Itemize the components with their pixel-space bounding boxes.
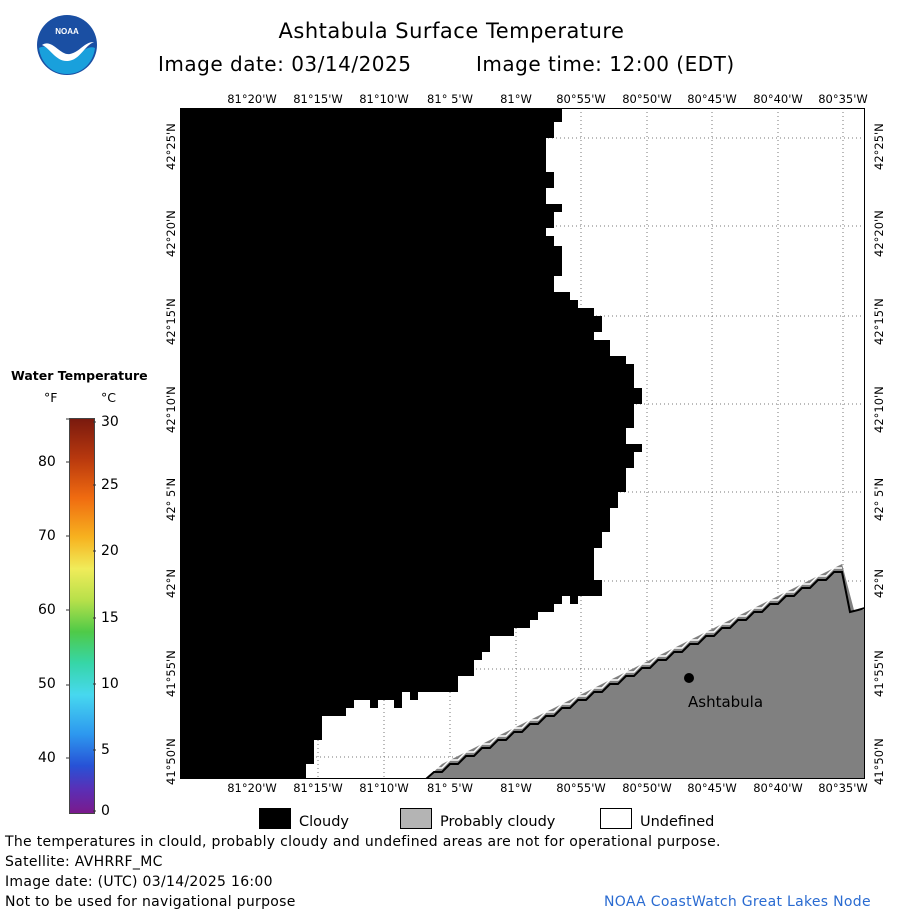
lon-label-bottom: 81° 5'W <box>427 781 473 795</box>
lon-label-bottom: 80°55'W <box>556 781 606 795</box>
c-tick: 10 <box>101 676 119 692</box>
lon-label-top: 80°40'W <box>753 92 803 106</box>
lon-label-top: 80°55'W <box>556 92 606 106</box>
lat-label-right: 42°10'N <box>872 386 886 433</box>
probably-cloudy-label: Probably cloudy <box>440 814 556 830</box>
coastline <box>425 571 865 779</box>
lon-label-bottom: 80°50'W <box>622 781 672 795</box>
image-time: Image time: 12:00 (EDT) <box>476 52 735 76</box>
lon-label-top: 80°35'W <box>818 92 868 106</box>
lon-label-top: 81°W <box>500 92 532 106</box>
footer-utc-date: Image date: (UTC) 03/14/2025 16:00 <box>5 874 273 890</box>
lat-label-right: 41°50'N <box>872 738 886 785</box>
lat-label-left: 42° 5'N <box>164 477 178 521</box>
lon-label-bottom: 81°10'W <box>359 781 409 795</box>
lat-label-left: 42°25'N <box>164 123 178 170</box>
lat-label-right: 42°15'N <box>872 298 886 345</box>
c-tick: 25 <box>101 477 119 493</box>
probably-cloudy-swatch <box>400 808 432 829</box>
undefined-label: Undefined <box>640 814 715 830</box>
colorbar-ticks <box>66 418 96 812</box>
lon-label-bottom: 80°35'W <box>818 781 868 795</box>
lon-label-bottom: 81°20'W <box>227 781 277 795</box>
legend-title: Water Temperature <box>11 368 148 383</box>
lat-label-right: 42° 5'N <box>872 477 886 521</box>
map-panel: Ashtabula <box>180 108 865 779</box>
lat-label-right: 41°55'N <box>872 650 886 697</box>
legend-unit-c: °C <box>101 390 116 405</box>
c-tick: 20 <box>101 543 119 559</box>
f-tick: 70 <box>38 528 56 544</box>
lon-label-top: 81°10'W <box>359 92 409 106</box>
footer-disclaimer: The temperatures in clould, probably clo… <box>5 834 721 850</box>
temperature-colorbar <box>69 418 95 814</box>
f-tick: 50 <box>38 676 56 692</box>
page-title: Ashtabula Surface Temperature <box>278 19 625 43</box>
c-tick: 15 <box>101 610 119 626</box>
cloudy-swatch <box>259 808 291 829</box>
lon-label-top: 80°50'W <box>622 92 672 106</box>
lat-label-left: 41°55'N <box>164 650 178 697</box>
f-tick: 40 <box>38 750 56 766</box>
lon-label-bottom: 81°W <box>500 781 532 795</box>
credit-link[interactable]: NOAA CoastWatch Great Lakes Node <box>604 894 871 910</box>
ashtabula-marker <box>684 673 694 683</box>
c-tick: 30 <box>101 414 119 430</box>
f-tick: 60 <box>38 602 56 618</box>
lat-label-right: 42°20'N <box>872 210 886 257</box>
lat-label-left: 42°10'N <box>164 386 178 433</box>
cloudy-label: Cloudy <box>299 814 349 830</box>
c-tick: 0 <box>101 803 110 819</box>
c-tick: 5 <box>101 742 110 758</box>
noaa-logo-icon: NOAA <box>37 15 97 75</box>
footer-satellite: Satellite: AVHRRF_MC <box>5 854 163 870</box>
lat-label-left: 41°50'N <box>164 738 178 785</box>
lat-label-right: 42°25'N <box>872 123 886 170</box>
lon-label-bottom: 80°45'W <box>687 781 737 795</box>
lon-label-top: 81°15'W <box>293 92 343 106</box>
cloud-mask <box>180 108 642 779</box>
lat-label-left: 42°15'N <box>164 298 178 345</box>
lon-label-top: 81°20'W <box>227 92 277 106</box>
noaa-logo: NOAA <box>36 14 98 76</box>
f-tick: 80 <box>38 454 56 470</box>
legend-unit-f: °F <box>44 390 58 405</box>
lon-label-top: 80°45'W <box>687 92 737 106</box>
land-area <box>426 564 865 779</box>
noaa-logo-text: NOAA <box>55 27 79 36</box>
lon-label-top: 81° 5'W <box>427 92 473 106</box>
undefined-swatch <box>600 808 632 829</box>
map-border <box>180 108 865 779</box>
lat-label-right: 42°N <box>872 569 886 598</box>
lat-label-left: 42°N <box>164 569 178 598</box>
lon-label-bottom: 80°40'W <box>753 781 803 795</box>
lon-label-bottom: 81°15'W <box>293 781 343 795</box>
image-date: Image date: 03/14/2025 <box>158 52 412 76</box>
footer-navigation-warning: Not to be used for navigational purpose <box>5 894 296 910</box>
lat-label-left: 42°20'N <box>164 210 178 257</box>
ashtabula-label: Ashtabula <box>688 693 763 711</box>
